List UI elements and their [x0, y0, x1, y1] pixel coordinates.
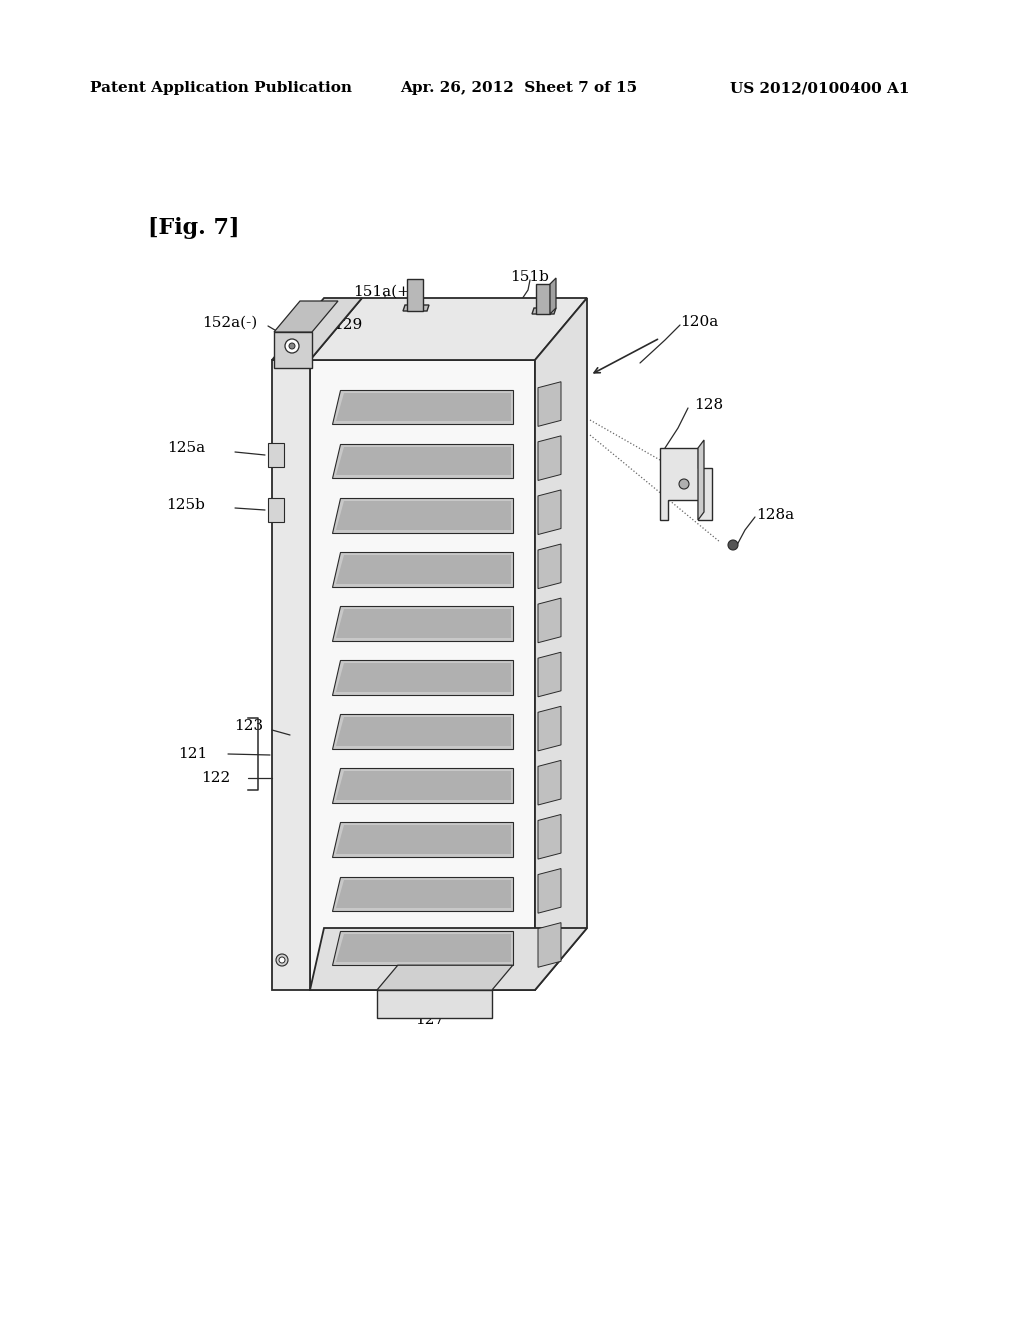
Polygon shape — [332, 931, 513, 965]
Text: 125b: 125b — [166, 498, 205, 512]
Text: 152a(-): 152a(-) — [203, 315, 258, 330]
Circle shape — [285, 339, 299, 352]
Polygon shape — [336, 500, 511, 529]
Polygon shape — [377, 990, 492, 1018]
Polygon shape — [336, 663, 511, 692]
Polygon shape — [538, 381, 561, 426]
Text: 127: 127 — [416, 1012, 444, 1027]
Text: 120a: 120a — [680, 315, 718, 329]
Polygon shape — [536, 284, 550, 314]
Polygon shape — [310, 928, 587, 990]
Polygon shape — [532, 308, 556, 314]
Polygon shape — [538, 706, 561, 751]
Polygon shape — [310, 298, 587, 360]
Polygon shape — [332, 822, 513, 857]
Circle shape — [679, 479, 689, 488]
Polygon shape — [332, 714, 513, 748]
Text: Patent Application Publication: Patent Application Publication — [90, 81, 352, 95]
Polygon shape — [332, 660, 513, 694]
Polygon shape — [332, 552, 513, 586]
Polygon shape — [268, 444, 284, 467]
Text: 123: 123 — [233, 719, 263, 733]
Polygon shape — [377, 965, 513, 990]
Text: 128: 128 — [694, 399, 723, 412]
Polygon shape — [332, 876, 513, 911]
Polygon shape — [336, 554, 511, 583]
Polygon shape — [336, 879, 511, 908]
Polygon shape — [332, 498, 513, 532]
Polygon shape — [332, 606, 513, 640]
Polygon shape — [336, 393, 511, 421]
Text: 128a: 128a — [756, 508, 795, 521]
Circle shape — [728, 540, 738, 550]
Polygon shape — [336, 825, 511, 854]
Text: 122: 122 — [201, 771, 230, 785]
Text: 151a(+): 151a(+) — [353, 285, 417, 300]
Polygon shape — [332, 444, 513, 478]
Polygon shape — [538, 436, 561, 480]
Polygon shape — [336, 447, 511, 475]
Text: [Fig. 7]: [Fig. 7] — [148, 216, 240, 239]
Polygon shape — [336, 717, 511, 746]
Polygon shape — [403, 305, 429, 312]
Polygon shape — [538, 544, 561, 589]
Polygon shape — [538, 869, 561, 913]
Text: Apr. 26, 2012  Sheet 7 of 15: Apr. 26, 2012 Sheet 7 of 15 — [400, 81, 637, 95]
Polygon shape — [268, 498, 284, 521]
Polygon shape — [535, 298, 587, 990]
Polygon shape — [274, 333, 312, 368]
Polygon shape — [660, 447, 712, 520]
Polygon shape — [336, 933, 511, 962]
Polygon shape — [332, 389, 513, 424]
Polygon shape — [538, 923, 561, 968]
Polygon shape — [550, 279, 556, 314]
Text: 125a: 125a — [167, 441, 205, 455]
Text: 151b: 151b — [511, 271, 550, 284]
Polygon shape — [272, 298, 362, 360]
Polygon shape — [538, 598, 561, 643]
Polygon shape — [272, 360, 310, 990]
Text: 129: 129 — [334, 318, 362, 333]
Polygon shape — [336, 771, 511, 800]
Text: 121: 121 — [178, 747, 207, 762]
Polygon shape — [538, 760, 561, 805]
Circle shape — [276, 954, 288, 966]
Polygon shape — [336, 609, 511, 638]
Polygon shape — [332, 768, 513, 803]
Circle shape — [279, 957, 285, 964]
Polygon shape — [538, 490, 561, 535]
Polygon shape — [310, 360, 535, 990]
Circle shape — [289, 343, 295, 348]
Polygon shape — [698, 440, 705, 520]
Polygon shape — [274, 301, 338, 333]
Polygon shape — [538, 814, 561, 859]
Polygon shape — [538, 652, 561, 697]
Polygon shape — [407, 279, 423, 312]
Text: US 2012/0100400 A1: US 2012/0100400 A1 — [730, 81, 909, 95]
